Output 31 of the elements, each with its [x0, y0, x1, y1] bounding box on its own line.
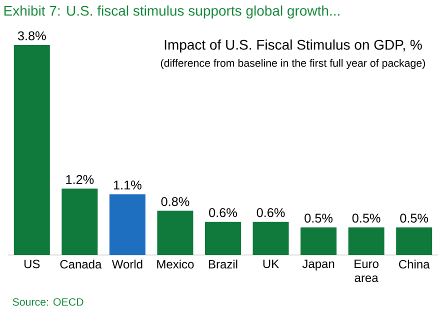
- annotation: (difference from baseline in the first full year of package): [160, 59, 425, 69]
- x-tick-label: Canada: [60, 260, 102, 269]
- data-label: 0.5%: [400, 214, 428, 223]
- bar: [348, 227, 384, 255]
- data-label: 1.2%: [66, 175, 94, 184]
- data-label: 3.8%: [18, 31, 46, 40]
- x-tick-label: UK: [263, 260, 279, 268]
- x-tick-label: China: [399, 260, 430, 269]
- bar: [14, 44, 50, 255]
- bar: [396, 227, 432, 255]
- bar: [204, 222, 241, 255]
- x-tick-label: Japan: [302, 260, 334, 270]
- bar: [300, 227, 337, 255]
- data-label: 0.6%: [256, 208, 285, 218]
- bar: [109, 194, 146, 255]
- data-label: 0.5%: [304, 214, 333, 223]
- x-tick-label: World: [112, 260, 142, 269]
- x-tick-label: Mexico: [157, 260, 194, 269]
- source-note: Source: OECD: [12, 298, 84, 306]
- data-label: 0.5%: [352, 214, 380, 223]
- bar: [157, 210, 194, 255]
- x-tick-label: US: [24, 260, 40, 268]
- x-tick-label: Brazil: [208, 260, 238, 269]
- data-label: 0.8%: [161, 197, 190, 206]
- chart-title: Exhibit 7: U.S. fiscal stimulus supports global growth...: [4, 5, 340, 19]
- bar: [62, 188, 98, 255]
- data-label: 1.1%: [114, 180, 142, 190]
- data-label: 0.6%: [209, 208, 237, 218]
- x-tick-label: Euro area: [354, 260, 378, 282]
- bar: [252, 222, 289, 255]
- chart-subtitle: Impact of U.S. Fiscal Stimulus on GDP, %: [164, 39, 422, 53]
